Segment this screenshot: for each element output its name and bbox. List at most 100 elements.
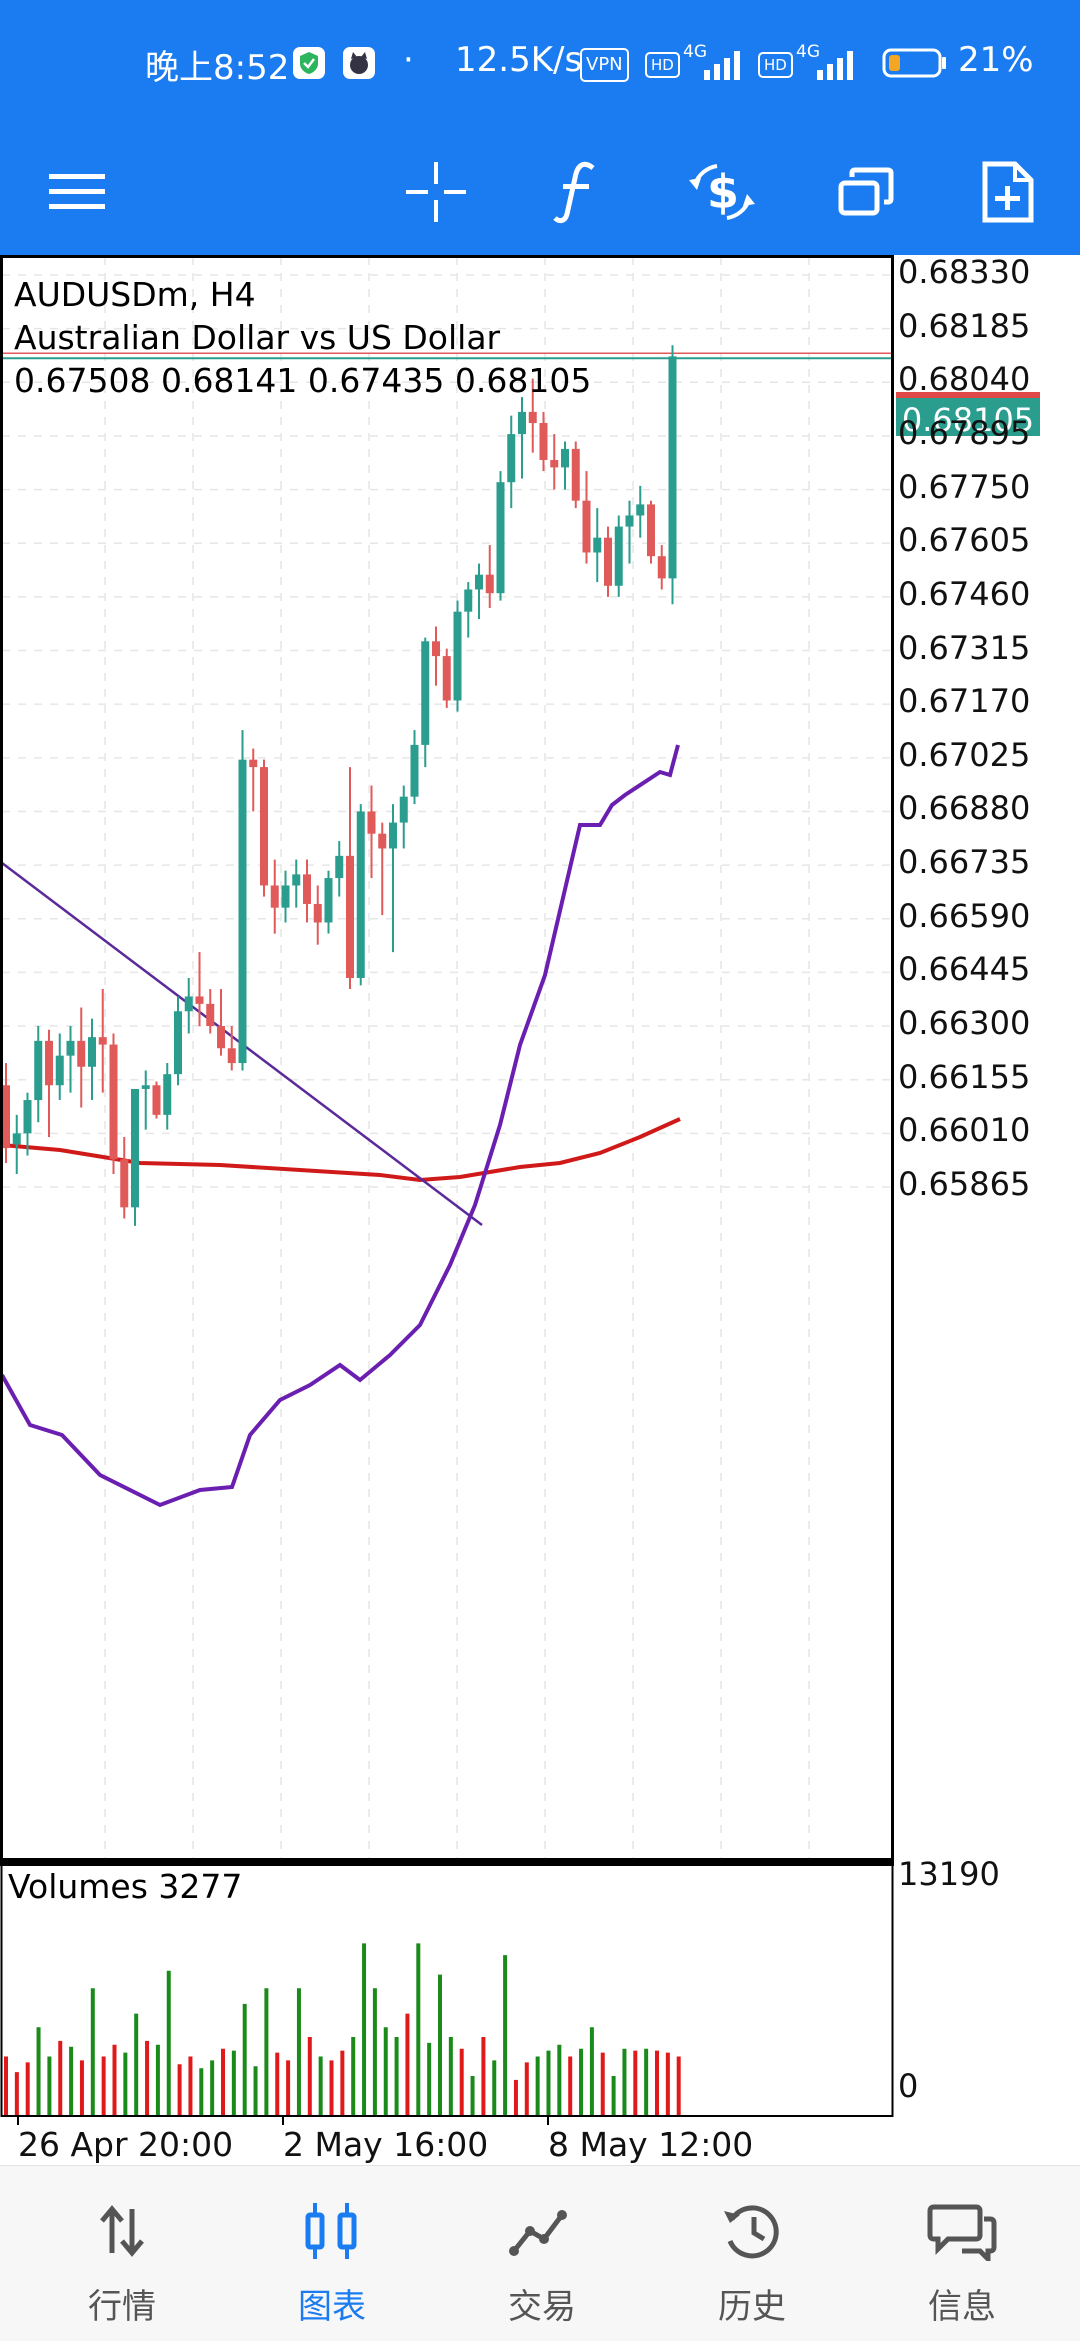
candles-icon (305, 2203, 357, 2259)
new-document-icon (982, 161, 1034, 223)
candle (389, 804, 397, 953)
candle (77, 1007, 86, 1108)
candle (270, 859, 279, 934)
candle-body (270, 885, 279, 908)
candle-body (453, 611, 462, 701)
candle (636, 485, 645, 538)
symbol-label: AUDUSDm, H4 (14, 275, 256, 314)
candle-body (260, 767, 268, 886)
volumes-label: Volumes 3277 (8, 1867, 243, 1906)
candle (98, 989, 107, 1093)
candle-body (636, 504, 645, 516)
candle (12, 1114, 21, 1175)
time-label-2: 2 May 16:00 (283, 2125, 489, 2164)
candlestick-chart[interactable] (0, 255, 1080, 2165)
nav-charts[interactable]: 图表 (224, 2166, 440, 2341)
candle-body (66, 1040, 75, 1056)
status-speed: 12.5K/s (455, 40, 583, 80)
ohlc-values: 0.67508 0.68141 0.67435 0.68105 (14, 361, 592, 400)
candle (550, 434, 559, 490)
price-axis-label: 0.67170 (898, 682, 1031, 721)
candle (152, 1081, 161, 1119)
candle-body (367, 811, 376, 834)
candle-body (647, 504, 655, 557)
candle (120, 1137, 129, 1219)
nav-messages[interactable]: 信息 (854, 2166, 1070, 2341)
chat-icon (927, 2204, 997, 2261)
network-type-2: 4G (796, 42, 820, 62)
new-order-button[interactable] (968, 152, 1048, 232)
candle (518, 397, 526, 479)
volume-axis-max: 13190 (898, 1855, 1000, 1893)
signal-icon-2 (817, 51, 853, 80)
candle (346, 767, 354, 990)
candle-body (561, 448, 569, 468)
price-axis-label: 0.66735 (898, 843, 1031, 882)
time-label-3: 8 May 12:00 (548, 2125, 754, 2164)
candle-body (227, 1048, 236, 1064)
hd-badge: HD (645, 52, 680, 78)
nav-quotes-label: 行情 (88, 2287, 156, 2327)
candle-body (432, 641, 440, 657)
price-axis-label: 0.66445 (898, 950, 1031, 989)
slow-ma-line (1, 1117, 681, 1183)
candle-body (485, 574, 494, 594)
app-notification-icon (343, 47, 375, 79)
candle (378, 822, 387, 916)
price-axis-label: 0.66010 (898, 1111, 1031, 1150)
network-type: 4G (683, 42, 707, 62)
candle-body (12, 1133, 21, 1145)
candle-body (55, 1055, 64, 1086)
svg-text:$: $ (707, 165, 739, 219)
candle (55, 1033, 64, 1101)
trade-line-icon (509, 2210, 567, 2256)
candle-body (184, 996, 193, 1012)
candle-body (389, 822, 397, 849)
current-price-tag: 0.68105 (896, 392, 1040, 439)
candle (561, 441, 569, 490)
candle-body (163, 1074, 172, 1115)
battery-icon (882, 48, 946, 78)
price-axis-label: 0.66880 (898, 789, 1031, 828)
nav-charts-label: 图表 (298, 2287, 366, 2327)
price-axis-label: 0.67315 (898, 628, 1031, 667)
nav-history[interactable]: 历史 (644, 2166, 860, 2341)
price-axis-label: 0.65865 (898, 1165, 1031, 1203)
price-axis-label: 0.68185 (898, 306, 1031, 345)
toolbar: $ (0, 130, 1080, 255)
status-time: 晚上8:52 (145, 48, 290, 88)
candle (184, 977, 193, 1034)
hd-badge-2: HD (758, 52, 793, 78)
candle (647, 500, 655, 564)
candle (507, 415, 516, 509)
chart-info: AUDUSDm, H4 Australian Dollar vs US Doll… (14, 273, 591, 402)
candle (109, 1033, 118, 1175)
crosshair-button[interactable] (396, 152, 476, 232)
bottom-nav: 行情 图表 交易 历史 信息 (0, 2165, 1080, 2341)
chart-area[interactable]: AUDUSDm, H4 Australian Dollar vs US Doll… (0, 253, 1080, 2165)
nav-history-label: 历史 (718, 2287, 786, 2327)
candle-body (131, 1088, 139, 1208)
candle (432, 626, 440, 686)
nav-trade[interactable]: 交易 (434, 2166, 650, 2341)
candle (356, 804, 365, 986)
nav-messages-label: 信息 (928, 2287, 996, 2327)
menu-button[interactable] (37, 152, 117, 232)
candle-body (109, 1044, 118, 1160)
nav-quotes[interactable]: 行情 (14, 2166, 230, 2341)
candle-body (604, 537, 612, 586)
dollar-cycle-icon: $ (689, 164, 755, 220)
candle-body (335, 855, 344, 879)
candle (604, 526, 612, 597)
arrows-up-down-icon (100, 2205, 144, 2257)
volume-axis-zero: 0 (898, 2067, 919, 2105)
volume-bars (4, 1943, 681, 2115)
candle-body (421, 641, 430, 745)
price-axis-label: 0.66590 (898, 896, 1031, 935)
candle-body (98, 1037, 107, 1045)
indicators-button[interactable] (538, 152, 618, 232)
trade-button[interactable]: $ (682, 152, 762, 232)
windows-button[interactable] (826, 152, 906, 232)
status-dot: · (403, 40, 414, 80)
candle (131, 1088, 139, 1226)
